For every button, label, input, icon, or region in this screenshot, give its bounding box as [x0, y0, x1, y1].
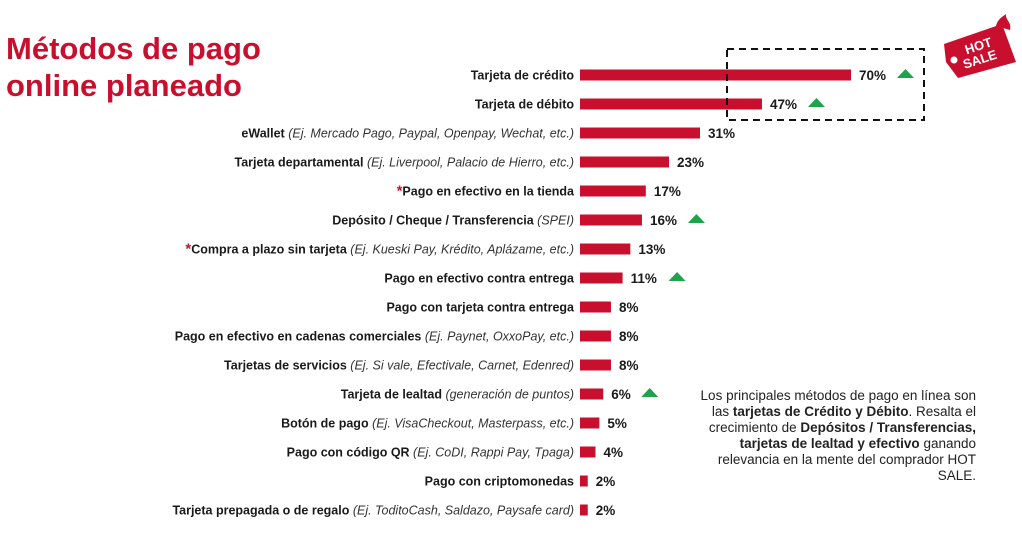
category-label: Tarjeta de crédito	[471, 69, 575, 83]
insight-note-text-3: ganando relevancia en la mente del compr…	[717, 436, 976, 483]
value-label: 16%	[650, 213, 677, 228]
category-name: Tarjeta departamental	[235, 156, 364, 170]
bar	[580, 243, 631, 255]
bar	[580, 98, 762, 110]
category-note: (Ej. Kueski Pay, Krédito, Aplázame, etc.…	[347, 243, 574, 257]
value-label: 5%	[607, 416, 627, 431]
bar	[580, 69, 851, 81]
value-label: 13%	[638, 242, 665, 257]
category-note: (SPEI)	[534, 214, 574, 228]
value-label: 47%	[770, 97, 797, 112]
highlight-box	[726, 48, 925, 121]
bar	[580, 185, 646, 197]
category-name: Tarjeta de lealtad	[341, 388, 442, 402]
insight-note-bold-2: Depósitos / Transferencias, tarjetas de …	[739, 420, 976, 451]
growth-arrow-icon	[897, 69, 914, 78]
bar	[580, 475, 588, 487]
category-name: Pago en efectivo contra entrega	[384, 272, 575, 286]
value-label: 2%	[596, 503, 616, 518]
bar	[580, 359, 611, 371]
hot-sale-logo: HOT SALE	[944, 14, 1016, 78]
category-label: Tarjeta prepagada o de regalo (Ej. Todit…	[172, 504, 574, 518]
category-label: Pago en efectivo en cadenas comerciales …	[175, 330, 574, 344]
category-name: Pago en efectivo en cadenas comerciales	[175, 330, 422, 344]
chart-title-line-2: online planeado	[6, 68, 242, 103]
growth-arrow-icon	[687, 214, 705, 223]
category-label: Botón de pago (Ej. VisaCheckout, Masterp…	[281, 417, 574, 431]
required-asterisk: *	[397, 183, 403, 200]
category-label: eWallet (Ej. Mercado Pago, Paypal, Openp…	[241, 127, 574, 141]
category-note: (Ej. VisaCheckout, Masterpass, etc.)	[369, 417, 574, 431]
insight-note-bold-1: tarjetas de Crédito y Débito	[732, 404, 909, 419]
category-name: Pago con criptomonedas	[425, 475, 574, 489]
bar	[580, 417, 600, 429]
category-note: (Ej. CoDI, Rappi Pay, Tpaga)	[410, 446, 574, 460]
value-label: 6%	[611, 387, 631, 402]
category-label: Pago con criptomonedas	[425, 475, 574, 489]
bar	[580, 127, 701, 139]
bar	[580, 156, 670, 168]
bar	[580, 301, 611, 313]
value-label: 70%	[859, 68, 886, 83]
bar	[580, 388, 604, 400]
growth-arrow-icon	[641, 388, 659, 397]
category-label: Pago con código QR (Ej. CoDI, Rappi Pay,…	[287, 446, 574, 460]
category-name: Depósito / Cheque / Transferencia	[332, 214, 534, 228]
category-name: Tarjeta de débito	[475, 98, 574, 112]
category-label: Pago en efectivo contra entrega	[384, 272, 575, 286]
insight-note: Los principales métodos de pago en línea…	[700, 388, 976, 484]
category-label: Tarjeta de débito	[475, 98, 574, 112]
bar	[580, 446, 596, 458]
hot-sale-flame-shape	[996, 14, 1011, 30]
bar	[580, 330, 611, 342]
category-note: (generación de puntos)	[442, 388, 574, 402]
category-label: *Compra a plazo sin tarjeta (Ej. Kueski …	[185, 241, 574, 258]
growth-arrow-icon	[807, 98, 825, 107]
bar	[580, 214, 642, 226]
category-name: Botón de pago	[281, 417, 369, 431]
category-name: eWallet	[241, 127, 285, 141]
growth-arrow-icon	[668, 272, 686, 281]
category-note: (Ej. Mercado Pago, Paypal, Openpay, Wech…	[285, 127, 574, 141]
category-label: Pago con tarjeta contra entrega	[386, 301, 575, 315]
value-label: 8%	[619, 329, 639, 344]
insight-note-text-1: Los principales métodos de pago en línea…	[700, 388, 976, 419]
category-note: (Ej. Liverpool, Palacio de Hierro, etc.)	[363, 156, 574, 170]
value-label: 17%	[654, 184, 681, 199]
category-label: Tarjeta de lealtad (generación de puntos…	[341, 388, 574, 402]
value-label: 31%	[708, 126, 735, 141]
insight-note-text-2: . Resalta el crecimiento de	[708, 404, 976, 435]
category-label: Tarjetas de servicios (Ej. Si vale, Efec…	[224, 359, 574, 373]
value-label: 4%	[603, 445, 623, 460]
category-name: Pago en efectivo en la tienda	[402, 185, 575, 199]
category-name: Pago con tarjeta contra entrega	[386, 301, 575, 315]
category-name: Tarjetas de servicios	[224, 359, 347, 373]
category-label: *Pago en efectivo en la tienda	[397, 183, 575, 200]
hot-sale-tag-shape	[944, 24, 1016, 78]
category-name: Compra a plazo sin tarjeta	[191, 243, 348, 257]
category-note: (Ej. Si vale, Efectivale, Carnet, Edenre…	[347, 359, 574, 373]
category-note: (Ej. ToditoCash, Saldazo, Paysafe card)	[349, 504, 574, 518]
chart-title-line-1: Métodos de pago	[6, 31, 261, 66]
bar	[580, 272, 623, 284]
value-label: 23%	[677, 155, 704, 170]
hot-sale-tag-hole	[950, 56, 958, 64]
bar	[580, 504, 588, 516]
value-label: 8%	[619, 358, 639, 373]
category-label: Depósito / Cheque / Transferencia (SPEI)	[332, 214, 574, 228]
value-label: 2%	[596, 474, 616, 489]
value-label: 11%	[631, 271, 657, 286]
category-label: Tarjeta departamental (Ej. Liverpool, Pa…	[235, 156, 575, 170]
category-name: Pago con código QR	[287, 446, 410, 460]
value-label: 8%	[619, 300, 639, 315]
required-asterisk: *	[185, 241, 191, 258]
category-name: Tarjeta de crédito	[471, 69, 575, 83]
category-note: (Ej. Paynet, OxxoPay, etc.)	[421, 330, 574, 344]
chart-title: Métodos de pago online planeado	[6, 30, 261, 104]
category-name: Tarjeta prepagada o de regalo	[172, 504, 349, 518]
